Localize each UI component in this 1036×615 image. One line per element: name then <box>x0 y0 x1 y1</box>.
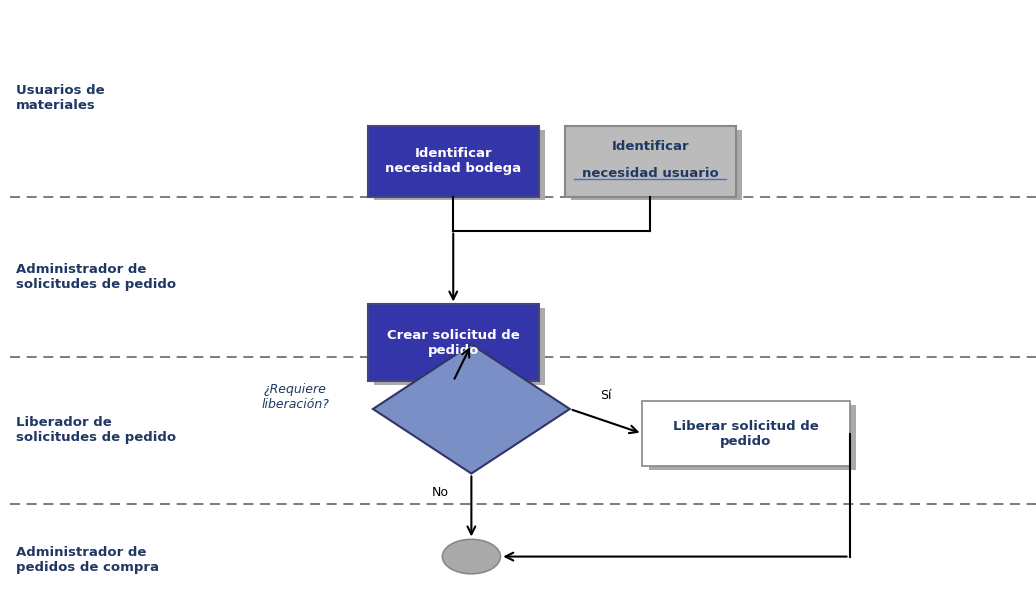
FancyBboxPatch shape <box>571 130 742 200</box>
Text: ¿Requiere
liberación?: ¿Requiere liberación? <box>261 383 329 411</box>
FancyBboxPatch shape <box>565 126 736 197</box>
FancyBboxPatch shape <box>368 126 539 197</box>
Text: Administrador de
solicitudes de pedido: Administrador de solicitudes de pedido <box>16 263 176 291</box>
Text: Identificar: Identificar <box>611 140 689 153</box>
Text: necesidad usuario: necesidad usuario <box>582 167 718 180</box>
Polygon shape <box>373 344 570 474</box>
FancyBboxPatch shape <box>649 405 856 470</box>
Circle shape <box>442 539 500 574</box>
Text: Liberar solicitud de
pedido: Liberar solicitud de pedido <box>673 419 818 448</box>
Text: Liberador de
solicitudes de pedido: Liberador de solicitudes de pedido <box>16 416 176 445</box>
Text: No: No <box>432 485 449 499</box>
Text: Usuarios de
materiales: Usuarios de materiales <box>16 84 105 113</box>
FancyBboxPatch shape <box>374 308 545 385</box>
Text: Administrador de
pedidos de compra: Administrador de pedidos de compra <box>16 546 159 574</box>
Text: Crear solicitud de
pedido: Crear solicitud de pedido <box>386 329 520 357</box>
FancyBboxPatch shape <box>368 304 539 381</box>
FancyBboxPatch shape <box>642 402 850 466</box>
FancyBboxPatch shape <box>374 130 545 200</box>
Text: Sí: Sí <box>600 389 612 402</box>
Text: Identificar
necesidad bodega: Identificar necesidad bodega <box>385 148 521 175</box>
